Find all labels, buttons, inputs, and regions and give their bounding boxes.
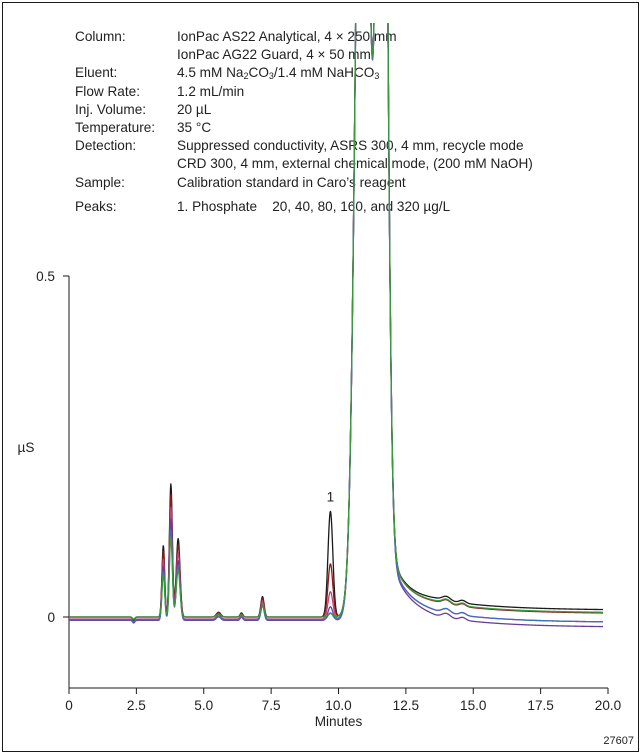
sample-label: Sample: — [75, 175, 125, 190]
series-line — [68, 23, 603, 628]
column-value-1: IonPac AS22 Analytical, 4 × 250 mm — [177, 29, 397, 44]
y-tick-label: 0.5 — [36, 269, 55, 284]
series-line — [68, 23, 603, 622]
eluent-label: Eluent: — [75, 65, 118, 80]
detection-value-1: Suppressed conductivity, ASRS 300, 4 mm,… — [177, 138, 524, 153]
chromatogram-chart: 0.5 0 0 2.5 5.0 7.5 10.0 12.5 15.0 17.5 20.0 Minute… — [18, 23, 634, 747]
x-tick-label: 10.0 — [325, 698, 352, 713]
eluent-value: 4.5 mM Na2CO3/1.4 mM NaHCO3 — [177, 65, 380, 81]
inj-value: 20 µL — [177, 102, 212, 117]
series-line — [68, 23, 603, 623]
y-axis-title: µS — [18, 440, 35, 455]
series-line — [68, 23, 603, 621]
figure-number: 27607 — [603, 735, 634, 747]
detection-label: Detection: — [75, 138, 137, 153]
x-tick-label: 15.0 — [460, 698, 487, 713]
inj-label: Inj. Volume: — [75, 102, 147, 117]
column-value-2: IonPac AG22 Guard, 4 × 50 mm — [177, 47, 371, 62]
x-tick-label: 7.5 — [262, 698, 281, 713]
x-tick-label: 20.0 — [595, 698, 622, 713]
sample-value: Calibration standard in Caro’s reagent — [177, 175, 406, 190]
temp-value: 35 °C — [177, 120, 212, 135]
column-label: Column: — [75, 29, 126, 44]
peak-1-label: 1 — [327, 489, 335, 504]
peaks-label: Peaks: — [75, 199, 117, 214]
x-tick-label: 5.0 — [194, 698, 213, 713]
temp-label: Temperature: — [75, 120, 156, 135]
x-tick-label: 12.5 — [393, 698, 419, 713]
flow-value: 1.2 mL/min — [177, 84, 245, 99]
series-line — [68, 23, 603, 623]
detection-value-2: CRD 300, 4 mm, external chemical mode, (… — [177, 156, 533, 171]
x-tick-label: 0 — [65, 698, 73, 713]
chart-axes — [63, 275, 609, 694]
x-axis-title: Minutes — [315, 714, 363, 729]
series-line — [68, 23, 603, 620]
peaks-value: 1. Phosphate 20, 40, 80, 160, and 320 µg… — [177, 199, 451, 214]
flow-label: Flow Rate: — [75, 84, 140, 99]
x-tick-label: 2.5 — [127, 698, 146, 713]
x-tick-label: 17.5 — [527, 698, 553, 713]
chart-traces — [68, 23, 603, 628]
chart-labels: 0.5 0 0 2.5 5.0 7.5 10.0 12.5 15.0 17.5 20.0 Minute… — [18, 269, 634, 747]
y-tick-label: 0 — [47, 610, 55, 625]
